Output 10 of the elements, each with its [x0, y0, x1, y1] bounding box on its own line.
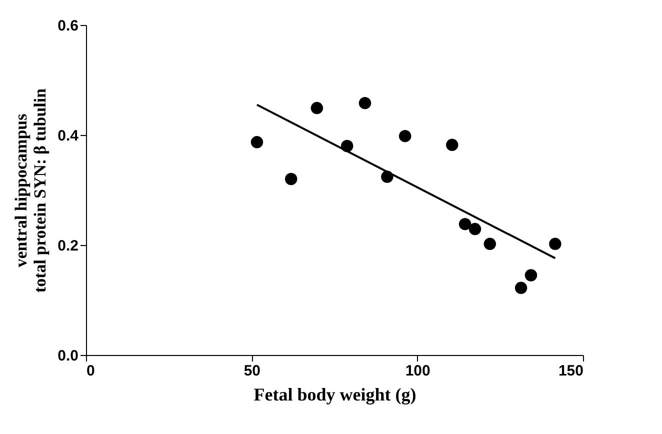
- x-tick-label: 0: [86, 362, 95, 380]
- x-tick-label: 150: [558, 362, 584, 380]
- x-tick-label: 100: [405, 362, 430, 380]
- y-tick-label: 0.0: [58, 348, 78, 364]
- y-axis-title: ventral hippocampus total protein SYN: β tubulin: [12, 88, 50, 293]
- y-tick-label: 0.4: [58, 128, 80, 144]
- y-tick-label: 0.6: [58, 18, 78, 34]
- y-tick-label: 0.2: [58, 238, 78, 254]
- x-axis-title: Fetal body weight (g): [254, 384, 416, 404]
- x-tick-label: 50: [244, 362, 261, 380]
